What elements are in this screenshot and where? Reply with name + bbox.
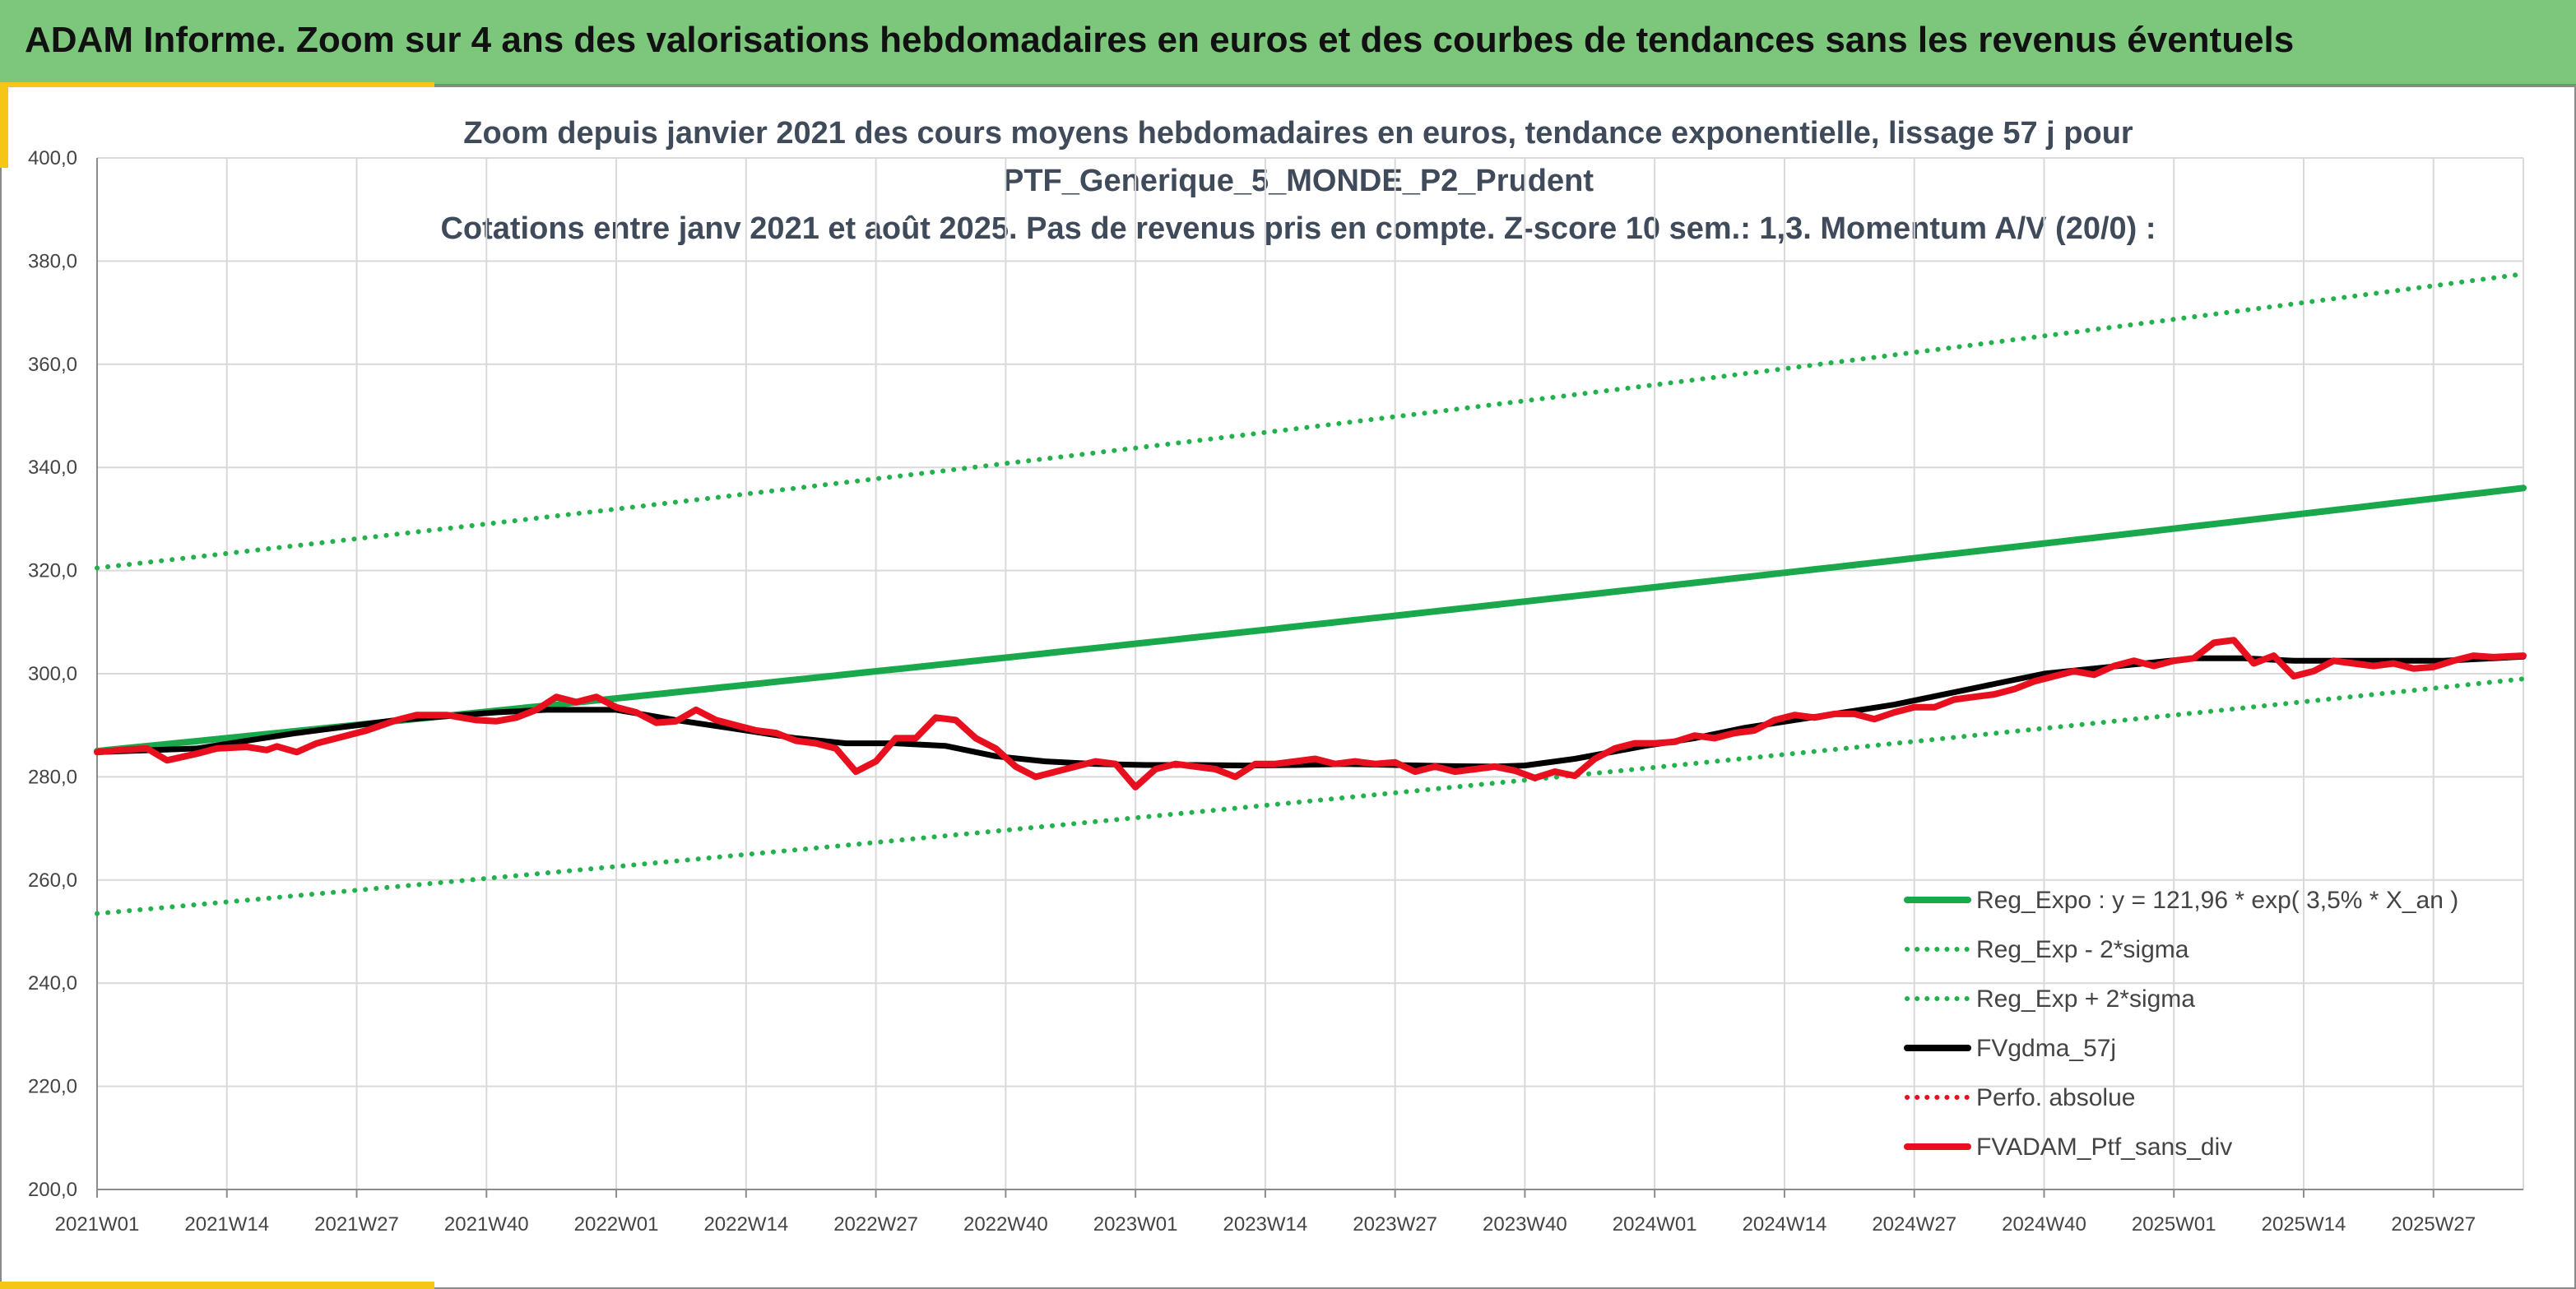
x-tick-label: 2025W01 bbox=[2132, 1213, 2216, 1236]
legend-label: Reg_Exp - 2*sigma bbox=[1976, 936, 2189, 963]
x-tick-label: 2024W14 bbox=[1743, 1213, 1827, 1236]
page-title: ADAM Informe. Zoom sur 4 ans des valoris… bbox=[25, 20, 2295, 60]
x-tick-label: 2023W01 bbox=[1093, 1213, 1178, 1236]
y-axis-ticks: 400,0 380,0 360,0 340,0 320,0 300,0 280,0 260,0… bbox=[28, 147, 77, 1201]
x-tick-label: 2022W14 bbox=[703, 1213, 788, 1236]
y-tick-label: 340,0 bbox=[28, 457, 77, 479]
legend: Reg_Expo : y = 121,96 * exp( 3,5% * X_an… bbox=[1904, 887, 2458, 1161]
legend-label: Reg_Expo : y = 121,96 * exp( 3,5% * X_an… bbox=[1976, 887, 2458, 914]
x-tick-label: 2022W40 bbox=[963, 1213, 1048, 1236]
y-tick-label: 200,0 bbox=[28, 1179, 77, 1201]
chart-frame bbox=[0, 86, 2576, 1289]
y-tick-label: 320,0 bbox=[28, 560, 77, 582]
series-line-5 bbox=[94, 637, 2527, 791]
x-tick-label: 2024W27 bbox=[1872, 1213, 1956, 1236]
y-tick-label: 260,0 bbox=[28, 869, 77, 892]
x-tick-label: 2021W40 bbox=[444, 1213, 529, 1236]
x-tick-label: 2021W14 bbox=[184, 1213, 269, 1236]
series-line-1 bbox=[95, 676, 2526, 916]
legend-label: FVgdma_57j bbox=[1976, 1035, 2116, 1062]
series-layer bbox=[94, 271, 2527, 916]
y-tick-label: 300,0 bbox=[28, 663, 77, 685]
chart-title-line-2: PTF_Generique_5_MONDE_P2_Prudent bbox=[1003, 164, 1594, 198]
chart-title: Zoom depuis janvier 2021 des cours moyen… bbox=[440, 116, 2156, 246]
x-tick-label: 2024W40 bbox=[2002, 1213, 2086, 1236]
y-tick-label: 240,0 bbox=[28, 972, 77, 995]
accent-bar-top bbox=[0, 82, 434, 87]
x-tick-label: 2021W27 bbox=[314, 1213, 399, 1236]
legend-label: FVADAM_Ptf_sans_div bbox=[1976, 1134, 2232, 1161]
chart-title-line-3: Cotations entre janv 2021 et août 2025. … bbox=[440, 211, 2156, 246]
y-tick-label: 360,0 bbox=[28, 354, 77, 376]
legend-label: Perfo. absolue bbox=[1976, 1084, 2135, 1111]
x-axis-ticks: 2021W01 2021W14 2021W27 2021W40 2022W01 2022W… bbox=[55, 1213, 2476, 1236]
accent-bar-bottom bbox=[0, 1282, 434, 1289]
chart-title-line-1: Zoom depuis janvier 2021 des cours moyen… bbox=[463, 116, 2133, 151]
x-tick-label: 2022W27 bbox=[833, 1213, 918, 1236]
y-tick-label: 380,0 bbox=[28, 250, 77, 272]
accent-bar-left bbox=[0, 86, 8, 168]
y-tick-label: 220,0 bbox=[28, 1076, 77, 1098]
x-tick-label: 2025W27 bbox=[2391, 1213, 2476, 1236]
x-tick-label: 2025W14 bbox=[2262, 1213, 2346, 1236]
grid bbox=[96, 157, 2524, 1198]
x-tick-label: 2023W40 bbox=[1483, 1213, 1567, 1236]
x-tick-label: 2021W01 bbox=[55, 1213, 140, 1236]
x-tick-label: 2022W01 bbox=[574, 1213, 659, 1236]
x-tick-label: 2024W01 bbox=[1613, 1213, 1697, 1236]
y-tick-label: 280,0 bbox=[28, 766, 77, 788]
y-tick-label: 400,0 bbox=[28, 147, 77, 169]
header-banner: ADAM Informe. Zoom sur 4 ans des valoris… bbox=[0, 0, 2576, 86]
x-tick-label: 2023W27 bbox=[1353, 1213, 1437, 1236]
x-tick-label: 2023W14 bbox=[1223, 1213, 1308, 1236]
series-line-2 bbox=[95, 271, 2526, 571]
legend-label: Reg_Exp + 2*sigma bbox=[1976, 985, 2195, 1013]
